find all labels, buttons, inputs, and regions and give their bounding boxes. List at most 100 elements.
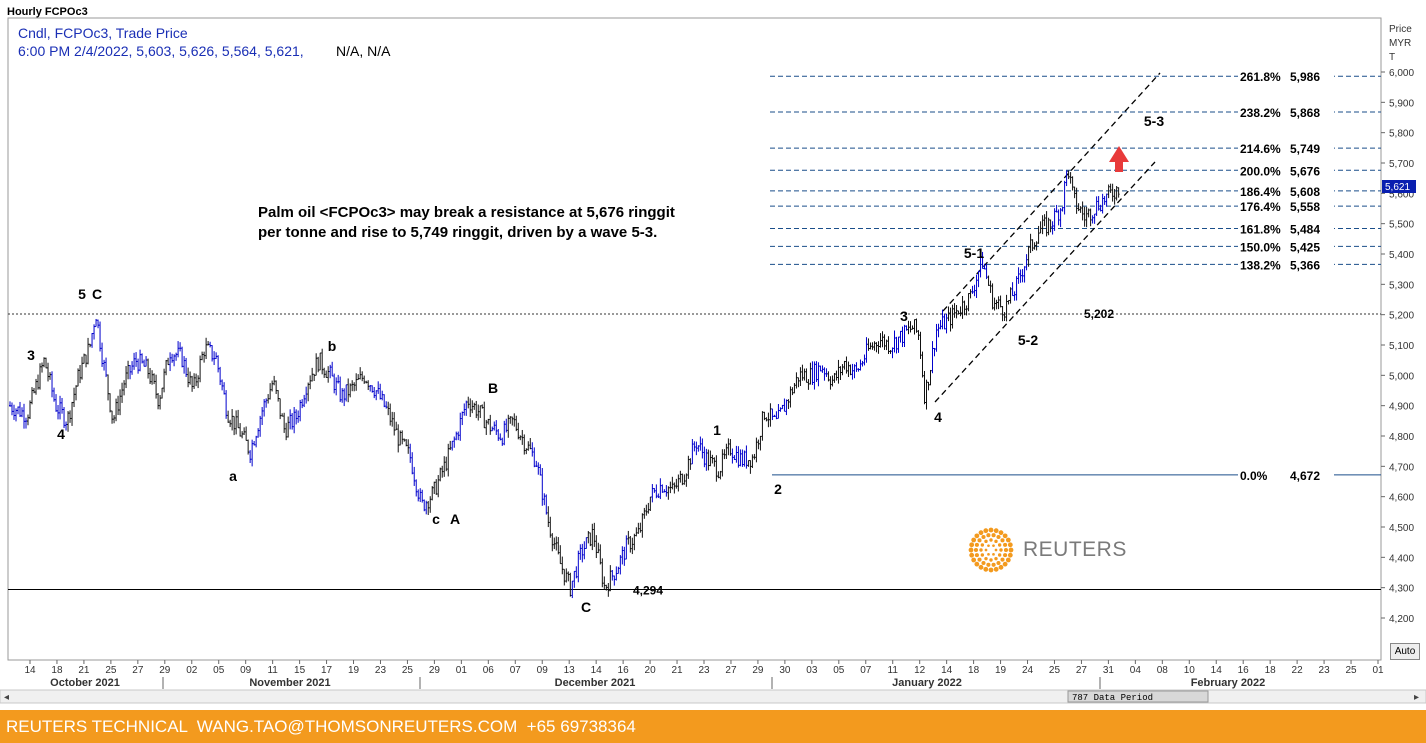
logo-dot bbox=[991, 533, 996, 538]
legend-line-2: 6:00 PM 2/4/2022, 5,603, 5,626, 5,564, 5… bbox=[18, 43, 304, 59]
legend-line-1: Cndl, FCPOc3, Trade Price bbox=[18, 25, 188, 41]
fib-label-bg bbox=[1238, 68, 1334, 84]
wave-label: a bbox=[229, 468, 237, 484]
scroll-left-icon[interactable]: ◂ bbox=[4, 692, 9, 703]
x-tick-label: 29 bbox=[159, 665, 171, 676]
fib-level-pct: 138.2% bbox=[1240, 258, 1281, 272]
x-tick-label: 04 bbox=[1130, 665, 1142, 676]
wave-label: 4 bbox=[934, 409, 942, 425]
logo-dot bbox=[969, 552, 975, 558]
month-label: January 2022 bbox=[892, 677, 962, 689]
x-tick-label: 27 bbox=[1076, 665, 1088, 676]
y-tick-label: 5,300 bbox=[1389, 280, 1414, 291]
fib-level-pct: 176.4% bbox=[1240, 200, 1281, 214]
y-tick-label: 4,400 bbox=[1389, 553, 1414, 564]
wave-label: 3 bbox=[900, 308, 908, 324]
x-tick-label: 29 bbox=[429, 665, 441, 676]
x-tick-label: 10 bbox=[1184, 665, 1196, 676]
logo-dot bbox=[971, 557, 977, 563]
logo-dot bbox=[986, 562, 991, 567]
fib-label-bg bbox=[1238, 140, 1334, 156]
x-tick-label: 18 bbox=[1265, 665, 1277, 676]
resistance-label: 5,202 bbox=[1084, 307, 1114, 321]
fib-level-value: 5,608 bbox=[1290, 185, 1320, 199]
x-tick-label: 09 bbox=[537, 665, 549, 676]
x-tick-label: 23 bbox=[698, 665, 710, 676]
x-tick-label: 30 bbox=[779, 665, 791, 676]
x-tick-label: 05 bbox=[213, 665, 225, 676]
logo-dot bbox=[999, 548, 1003, 552]
logo-dot bbox=[989, 538, 993, 542]
fib-level-pct: 161.8% bbox=[1240, 223, 1281, 237]
logo-dot bbox=[977, 557, 982, 562]
x-tick-label: 25 bbox=[1345, 665, 1357, 676]
y-tick-label: 4,500 bbox=[1389, 523, 1414, 534]
logo-dot bbox=[987, 544, 990, 548]
y-tick-label: 5,600 bbox=[1389, 189, 1414, 200]
logo-dot bbox=[998, 530, 1004, 536]
fib-level-pct: 186.4% bbox=[1240, 185, 1281, 199]
logo-dot bbox=[1002, 561, 1008, 567]
fib-level-pct: 238.2% bbox=[1240, 106, 1281, 120]
y-tick-label: 5,000 bbox=[1389, 371, 1414, 382]
logo-dot bbox=[968, 547, 974, 553]
y-tick-label: 6,000 bbox=[1389, 68, 1414, 79]
fib-label-bg bbox=[1238, 256, 1334, 272]
fib-level-pct: 214.6% bbox=[1240, 142, 1281, 156]
logo-dot bbox=[980, 543, 985, 547]
x-tick-label: 21 bbox=[78, 665, 90, 676]
x-tick-label: 16 bbox=[1238, 665, 1250, 676]
x-tick-label: 16 bbox=[618, 665, 630, 676]
logo-dot bbox=[986, 533, 991, 538]
wave-label: 1 bbox=[713, 422, 721, 438]
fib-label-bg bbox=[1238, 162, 1334, 178]
x-tick-label: 31 bbox=[1103, 665, 1115, 676]
logo-dot bbox=[978, 564, 984, 570]
fib-label-bg bbox=[1238, 220, 1334, 236]
reuters-logo-icon bbox=[968, 527, 1014, 573]
wave-label: B bbox=[488, 380, 498, 396]
x-tick-label: 19 bbox=[995, 665, 1007, 676]
x-tick-label: 29 bbox=[752, 665, 764, 676]
horizontal-scrollbar[interactable]: ◂ ▸ 787 Data Period bbox=[0, 689, 1426, 704]
logo-dot bbox=[997, 543, 1002, 547]
logo-dot bbox=[974, 553, 979, 558]
x-tick-label: 08 bbox=[1157, 665, 1169, 676]
wave-label: 4 bbox=[57, 426, 65, 442]
auto-scale-button[interactable]: Auto bbox=[1390, 643, 1420, 660]
y-tick-label: 5,500 bbox=[1389, 220, 1414, 231]
x-tick-label: 25 bbox=[105, 665, 117, 676]
current-price-tag: 5,621 bbox=[1382, 180, 1416, 193]
wave-label: 5-1 bbox=[964, 245, 984, 261]
wave-label: 5 bbox=[78, 286, 86, 302]
wave-label: C bbox=[92, 286, 102, 302]
logo-dot bbox=[1000, 538, 1005, 543]
fib-level-value: 5,749 bbox=[1290, 142, 1320, 156]
data-period-label: 787 Data Period bbox=[1072, 693, 1153, 703]
wave-label: c bbox=[432, 511, 440, 527]
scroll-right-icon[interactable]: ▸ bbox=[1414, 692, 1419, 703]
logo-dot bbox=[1003, 542, 1008, 547]
logo-dot bbox=[994, 548, 998, 552]
x-tick-label: 15 bbox=[294, 665, 306, 676]
candles bbox=[9, 170, 1120, 599]
logo-dot bbox=[1007, 542, 1013, 548]
x-tick-label: 07 bbox=[510, 665, 522, 676]
logo-dot bbox=[974, 533, 980, 539]
logo-dot bbox=[974, 561, 980, 567]
logo-dot bbox=[993, 528, 999, 534]
x-tick-label: 20 bbox=[645, 665, 657, 676]
logo-dot bbox=[1008, 547, 1014, 553]
fib-level-value: 5,676 bbox=[1290, 164, 1320, 178]
x-tick-label: 03 bbox=[806, 665, 818, 676]
x-tick-label: 14 bbox=[591, 665, 603, 676]
logo-dot bbox=[979, 548, 983, 552]
logo-dot bbox=[994, 539, 998, 544]
x-axis: 14 18 21 25 27 29 02 05 09 11 15 17 19 23 25 29 01 06 07 09… bbox=[8, 659, 1384, 689]
scroll-thumb[interactable] bbox=[1067, 690, 1209, 703]
logo-dot bbox=[984, 548, 988, 552]
y-axis: 4,200 4,300 4,400 4,500 4,600 4,700 4,800 4,900… bbox=[1381, 68, 1414, 625]
x-tick-label: 14 bbox=[1211, 665, 1223, 676]
wave-label: 3 bbox=[27, 347, 35, 363]
